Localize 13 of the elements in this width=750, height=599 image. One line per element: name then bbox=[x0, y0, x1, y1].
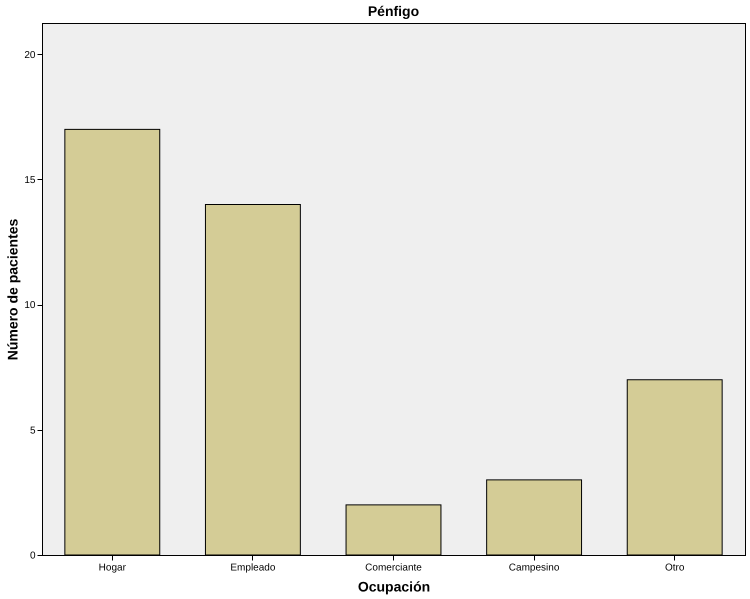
y-tick-label: 15 bbox=[24, 174, 36, 186]
y-tick-label: 5 bbox=[30, 425, 36, 436]
x-tick-label: Campesino bbox=[508, 562, 560, 574]
y-tick-label: 10 bbox=[24, 300, 36, 312]
x-tick-label: Empleado bbox=[230, 562, 276, 574]
x-tick-label: Comerciante bbox=[365, 562, 422, 574]
x-tick-label: Hogar bbox=[98, 562, 127, 574]
x-tick-label: Otro bbox=[664, 562, 685, 574]
y-axis-title: Número de pacientes bbox=[4, 218, 20, 360]
chart-title: Pénfigo bbox=[368, 3, 420, 19]
y-tick-label: 20 bbox=[24, 50, 36, 61]
x-axis-title: Ocupación bbox=[358, 578, 430, 594]
y-tick-label: 0 bbox=[30, 550, 36, 562]
